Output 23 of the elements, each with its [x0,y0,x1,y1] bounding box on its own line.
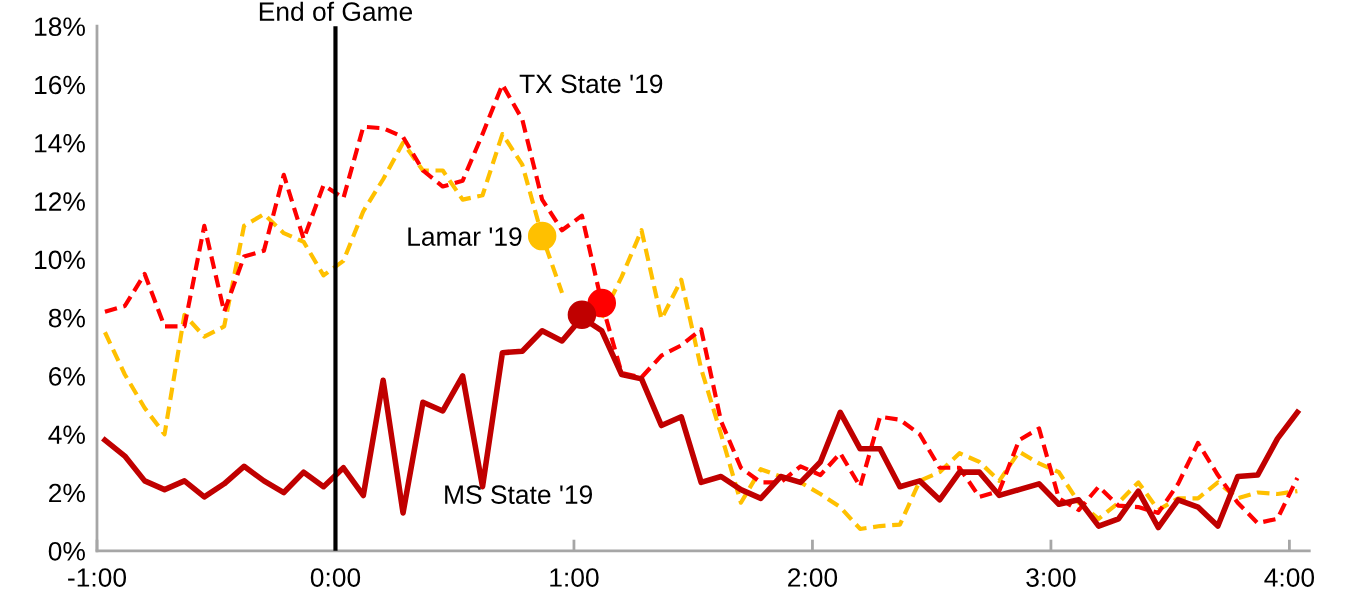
y-tick-label: 6% [49,367,85,386]
ref-line-label: End of Game [259,1,413,22]
y-tick-label: 14% [35,134,85,153]
y-tick-label: 8% [48,308,85,328]
y-tick-label: 12% [35,192,85,211]
point [527,221,557,251]
x-tick-label: -1:00 [68,568,127,587]
series-label: TX State '19 [519,74,663,94]
series-label: Lamar '19 [408,227,522,246]
y-tick-label: 2% [49,483,85,503]
y-tick-label: 0% [48,541,85,561]
series-label: MS State '19 [445,485,593,504]
x-tick-label: 1:00 [550,568,599,587]
y-tick-label: 18% [35,17,85,37]
point [587,288,617,318]
x-tick-label: 3:00 [1026,568,1076,587]
x-tick-label: 2:00 [788,568,838,587]
y-tick-label: 10% [35,250,85,270]
y-tick-label: 16% [35,75,85,95]
x-tick-label: 0:00 [310,568,361,587]
x-tick-label: 4:00 [1264,568,1315,587]
y-tick-label: 4% [48,425,85,444]
point [567,300,597,329]
